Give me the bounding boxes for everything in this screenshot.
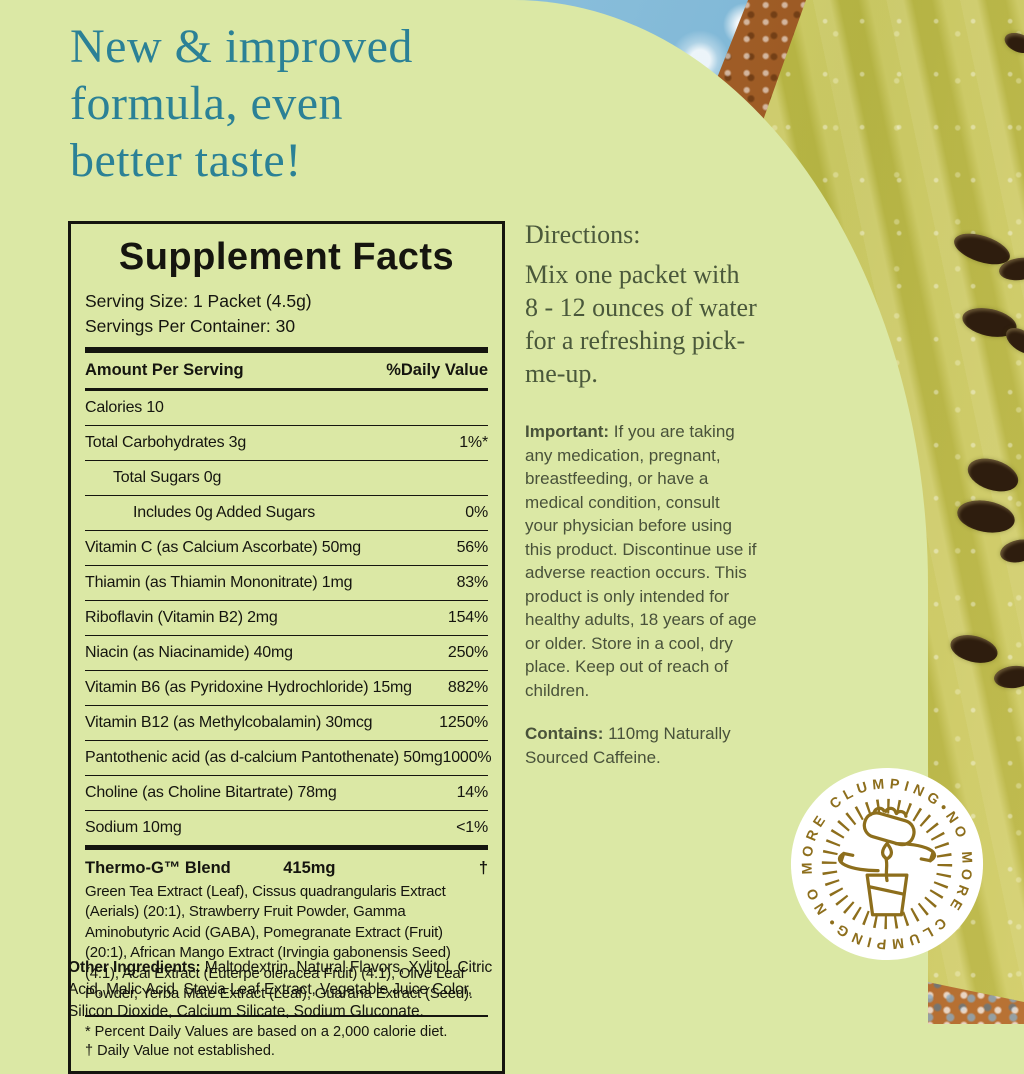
blend-dv-dagger: †: [478, 858, 488, 877]
divider-thin: [85, 1014, 488, 1017]
nutrient-row: Vitamin C (as Calcium Ascorbate) 50mg 56…: [85, 530, 488, 565]
nutrient-label: Total Sugars 0g: [113, 469, 222, 486]
footnotes: * Percent Daily Values are based on a 2,…: [85, 1017, 488, 1061]
pour-packet-into-glass-icon: [837, 806, 937, 917]
nutrient-label: Niacin (as Niacinamide) 40mg: [85, 644, 293, 661]
nutrient-row: Calories 10: [85, 391, 488, 425]
nutrient-label: Sodium 10mg: [85, 819, 182, 836]
side-column: Directions: Mix one packet with 8 - 12 o…: [525, 220, 757, 769]
important-text: If you are taking any medication, pregna…: [525, 422, 757, 700]
important-label: Important:: [525, 422, 610, 441]
badge-svg: NO MORE CLUMPING•NO MORE CLUMPING•: [789, 766, 985, 962]
contains-text: 110mg Naturally Sourced Caffeine.: [525, 724, 731, 767]
nutrient-row: Total Carbohydrates 3g 1%*: [85, 425, 488, 460]
headline-line: formula, even: [70, 77, 344, 130]
nutrient-label: Riboflavin (Vitamin B2) 2mg: [85, 609, 278, 626]
footnote-daily-values: * Percent Daily Values are based on a 2,…: [85, 1023, 448, 1040]
nutrient-value: 882%: [447, 679, 488, 696]
nutrient-label: Vitamin C (as Calcium Ascorbate) 50mg: [85, 539, 361, 556]
headline-line: New & improved: [70, 20, 413, 73]
nutrient-label: Includes 0g Added Sugars: [133, 504, 316, 521]
other-ingredients-text: Maltodextrin, Natural Flavors, Xylitol, …: [68, 959, 493, 1020]
nutrient-label: Pantothenic acid (as d-calcium Pantothen…: [85, 749, 443, 766]
nutrient-label: Vitamin B12 (as Methylcobalamin) 30mcg: [85, 714, 373, 731]
other-ingredients-label: Other Ingredients:: [68, 959, 201, 976]
nutrient-label: Vitamin B6 (as Pyridoxine Hydrochloride)…: [85, 679, 412, 696]
nutrient-value: <1%: [456, 819, 488, 836]
badge-tick-ring: [821, 798, 953, 930]
contains-label: Contains:: [525, 724, 604, 743]
blend-amount: 415mg: [283, 858, 336, 877]
nutrient-value: 56%: [456, 539, 489, 556]
headline-line: better taste!: [70, 134, 302, 187]
serving-size: Serving Size: 1 Packet (4.5g): [85, 291, 312, 311]
nutrient-label: Choline (as Choline Bitartrate) 78mg: [85, 784, 337, 801]
amount-per-serving-header: Amount Per Serving: [85, 361, 244, 379]
contains-note: Contains: 110mg Naturally Sourced Caffei…: [525, 722, 757, 769]
nutrient-value: 250%: [447, 644, 488, 661]
facts-header-row: Amount Per Serving %Daily Value: [85, 353, 488, 388]
nutrient-row: Niacin (as Niacinamide) 40mg 250%: [85, 635, 488, 670]
directions-heading: Directions:: [525, 220, 641, 249]
nutrient-value: 1000%: [442, 749, 492, 766]
divider-thick: [85, 845, 488, 850]
daily-value-header: %Daily Value: [386, 361, 488, 379]
nutrient-value: 83%: [456, 574, 489, 591]
nutrient-label: Total Carbohydrates 3g: [85, 434, 247, 451]
nutrient-row: Includes 0g Added Sugars 0%: [85, 495, 488, 530]
content-panel: [0, 0, 928, 1024]
nutrient-row: Sodium 10mg <1%: [85, 810, 488, 845]
nutrient-row: Total Sugars 0g: [85, 460, 488, 495]
blend-name: Thermo-G™ Blend: [85, 858, 231, 877]
no-more-clumping-badge: NO MORE CLUMPING•NO MORE CLUMPING•: [789, 766, 985, 962]
divider-thick: [85, 347, 488, 353]
footnote-dagger: † Daily Value not established.: [85, 1042, 275, 1059]
other-ingredients: Other Ingredients: Maltodextrin, Natural…: [68, 957, 520, 1023]
blend-description: Green Tea Extract (Leaf), Cissus quadran…: [85, 882, 473, 1003]
servings-per-container: Servings Per Container: 30: [85, 316, 296, 336]
nutrient-row: Vitamin B12 (as Methylcobalamin) 30mcg 1…: [85, 705, 488, 740]
nutrient-row: Thiamin (as Thiamin Mononitrate) 1mg 83%: [85, 565, 488, 600]
nutrient-value: 154%: [447, 609, 488, 626]
nutrient-row: Riboflavin (Vitamin B2) 2mg 154%: [85, 600, 488, 635]
nutrient-value: 1%*: [459, 434, 488, 451]
important-note: Important: If you are taking any medicat…: [525, 420, 757, 702]
divider-medium: [85, 388, 488, 391]
supplement-facts-title: Supplement Facts: [118, 236, 455, 278]
blend-row: Thermo-G™ Blend 415mg †: [85, 850, 488, 882]
nutrient-row: Vitamin B6 (as Pyridoxine Hydrochloride)…: [85, 670, 488, 705]
supplement-facts-panel: Supplement Facts Serving Size: 1 Packet …: [68, 221, 505, 1074]
nutrient-label: Thiamin (as Thiamin Mononitrate) 1mg: [85, 574, 353, 591]
nutrient-value: 14%: [456, 784, 489, 801]
nutrient-row: Pantothenic acid (as d-calcium Pantothen…: [85, 740, 492, 775]
directions-body: Mix one packet with 8 - 12 ounces of wat…: [525, 260, 757, 388]
headline: New & improved formula, even better tast…: [70, 18, 550, 189]
nutrient-label: Calories 10: [85, 399, 164, 416]
nutrient-value: 1250%: [439, 714, 488, 731]
nutrient-row: Choline (as Choline Bitartrate) 78mg 14%: [85, 775, 488, 810]
nutrient-value: 0%: [465, 504, 488, 521]
